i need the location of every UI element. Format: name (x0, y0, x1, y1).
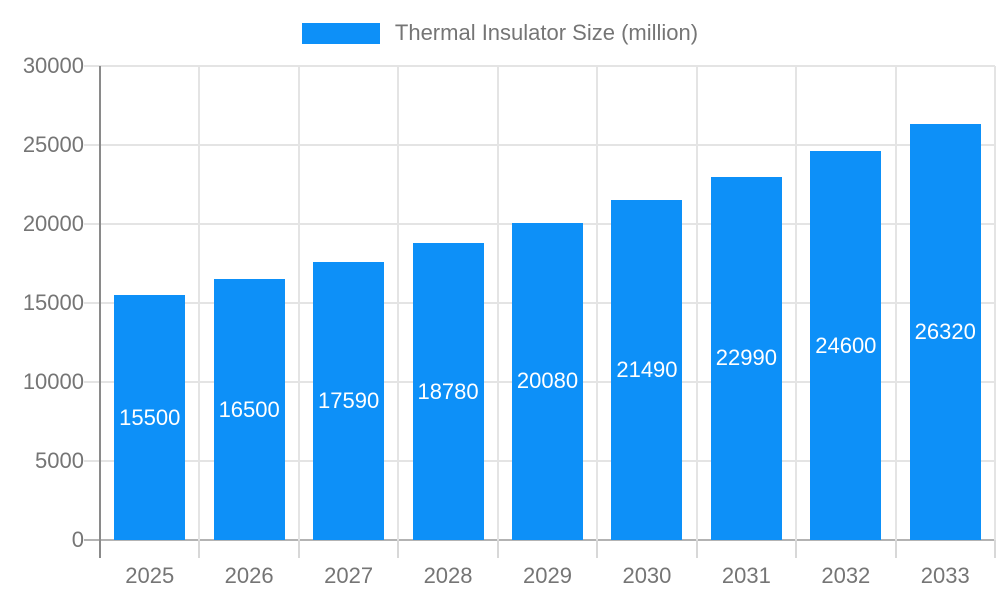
x-gridline (596, 66, 599, 540)
y-axis-line (99, 66, 101, 558)
bar-2027[interactable]: 17590 (313, 262, 385, 540)
x-axis-tick (795, 540, 798, 558)
bar-value-label: 16500 (218, 396, 280, 422)
bar-2029[interactable]: 20080 (512, 222, 583, 540)
y-axis-tick-label: 0 (71, 527, 84, 552)
bar-2033[interactable]: 26320 (909, 124, 981, 540)
bar-2026[interactable]: 16500 (213, 279, 285, 540)
bar-2028[interactable]: 18780 (412, 243, 484, 540)
x-gridline (397, 66, 400, 540)
bar-value-label: 20080 (516, 368, 579, 394)
x-axis-tick (198, 540, 201, 558)
x-axis-tick (695, 540, 698, 558)
bar-value-label: 18780 (417, 378, 479, 404)
x-axis-tick-label: 2026 (224, 563, 274, 588)
x-gridline (894, 66, 897, 540)
bar-2025[interactable]: 15500 (114, 295, 186, 540)
x-axis-tick (994, 540, 996, 558)
legend-label: Thermal Insulator Size (million) (394, 20, 699, 45)
x-axis-tick-label: 2030 (622, 563, 672, 588)
y-axis-tick-label: 5000 (35, 448, 84, 473)
x-axis-tick (397, 540, 400, 558)
x-axis-tick (894, 540, 897, 558)
bar-value-label: 26320 (914, 319, 976, 345)
bar-value-label: 15500 (119, 404, 181, 430)
x-gridline (297, 66, 300, 540)
y-gridline (84, 539, 995, 541)
bar-value-label: 24600 (815, 332, 877, 358)
y-gridline (84, 144, 995, 146)
x-gridline (994, 66, 996, 540)
x-axis-tick-label: 2032 (821, 563, 871, 588)
y-axis-tick-label: 20000 (22, 211, 84, 236)
bar-2032[interactable]: 24600 (810, 151, 882, 540)
legend-item[interactable]: Thermal Insulator Size (million) (0, 20, 1000, 45)
y-axis-tick-label: 30000 (22, 53, 84, 78)
x-axis-tick (596, 540, 599, 558)
x-axis-tick-label: 2033 (920, 563, 970, 588)
x-axis-tick-label: 2025 (125, 563, 175, 588)
x-gridline (198, 66, 201, 540)
y-axis-tick-label: 25000 (22, 132, 84, 157)
x-axis-tick-label: 2027 (324, 563, 374, 588)
x-gridline (496, 66, 499, 540)
bar-2030[interactable]: 21490 (611, 200, 683, 540)
x-gridline (795, 66, 798, 540)
x-axis-tick-label: 2031 (721, 563, 771, 588)
x-axis-tick-label: 2029 (523, 563, 572, 588)
x-axis-tick (496, 540, 499, 558)
bar-value-label: 22990 (715, 345, 777, 371)
y-axis-tick-label: 15000 (22, 290, 84, 315)
y-axis-tick-label: 10000 (22, 369, 84, 394)
y-gridline (84, 65, 995, 67)
legend-swatch (301, 22, 380, 44)
x-axis-tick-label: 2028 (423, 563, 473, 588)
bar-value-label: 21490 (616, 357, 678, 383)
plot-area: 15500 16500 17590 18780 20080 21490 22990 24600… (84, 65, 996, 558)
bar-value-label: 17590 (318, 388, 380, 414)
bar-2031[interactable]: 22990 (710, 176, 782, 540)
x-axis-tick (297, 540, 300, 558)
x-gridline (695, 66, 698, 540)
